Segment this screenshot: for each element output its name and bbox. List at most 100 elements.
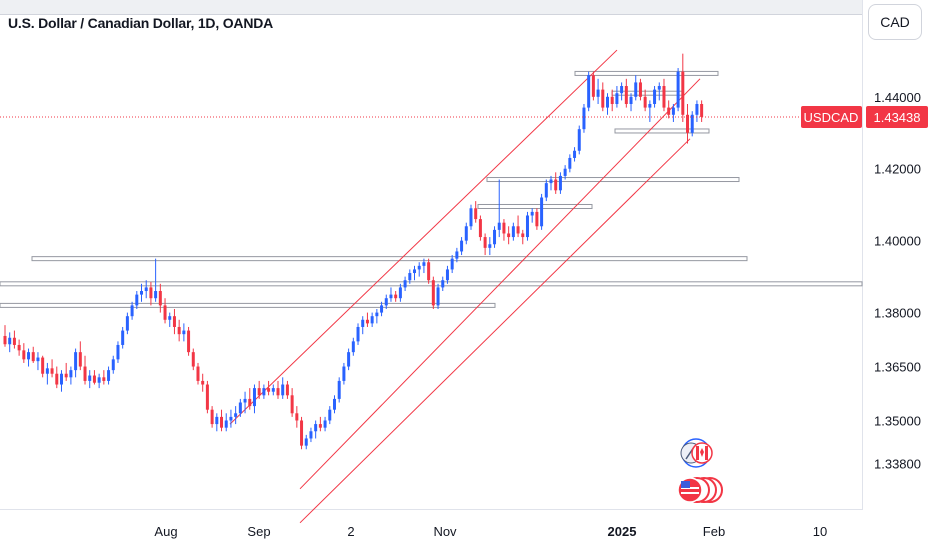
candle <box>271 384 275 396</box>
time-axis[interactable]: Aug Sep 2 Nov 2025 Feb 10 <box>154 524 827 539</box>
candle <box>149 282 153 306</box>
candle-body <box>389 294 393 299</box>
candle <box>116 341 120 363</box>
candle-body <box>323 420 327 428</box>
candle-body <box>55 373 59 385</box>
candle-body <box>36 357 40 362</box>
candle <box>497 179 501 238</box>
candle-body <box>643 96 647 108</box>
candle-body <box>558 175 562 191</box>
candle <box>436 283 440 309</box>
candle-body <box>587 75 591 108</box>
level-line <box>486 177 740 183</box>
candle <box>356 323 360 345</box>
candle <box>667 100 671 119</box>
candle <box>59 370 63 392</box>
candle-body <box>248 398 252 407</box>
candle <box>478 215 482 241</box>
candle-body <box>535 211 539 227</box>
price-tick-label: 1.35000 <box>874 413 921 428</box>
candle <box>610 89 614 112</box>
candle-body <box>314 424 318 432</box>
currency-flags-stack-icon[interactable] <box>677 477 723 503</box>
candle-body <box>337 380 341 399</box>
candle-body <box>107 370 111 381</box>
candle <box>417 262 421 277</box>
time-tick-label: 2 <box>347 524 354 539</box>
candle <box>125 312 129 335</box>
candle-body <box>478 219 482 238</box>
candle <box>220 409 224 432</box>
candle <box>224 413 228 432</box>
candle-body <box>525 215 529 238</box>
candle-body <box>695 103 699 115</box>
candle <box>521 229 525 245</box>
candle <box>469 204 473 230</box>
candle-body <box>591 75 595 97</box>
candle-body <box>285 384 289 396</box>
candle <box>201 373 205 392</box>
candle-body <box>257 388 261 396</box>
channel-upper-line <box>229 49 618 425</box>
candle <box>445 265 449 284</box>
chart-title: U.S. Dollar / Canadian Dollar, 1D, OANDA <box>8 15 274 31</box>
candle-body <box>436 287 440 306</box>
candle-body <box>568 157 572 169</box>
candle <box>12 330 16 349</box>
candle <box>389 287 393 302</box>
candle-body <box>234 413 238 417</box>
price-axis[interactable]: 1.44000 1.42000 1.40000 1.38000 1.36500 1.350… <box>874 90 921 472</box>
candle-body <box>163 305 167 320</box>
candle <box>309 427 313 443</box>
candle-body <box>530 211 534 216</box>
price-tick-label: 1.36500 <box>874 360 921 375</box>
candle <box>290 388 294 417</box>
candle-body <box>31 352 35 362</box>
candle-body <box>403 280 407 288</box>
candle-body <box>243 398 247 403</box>
candle <box>375 308 379 324</box>
candle <box>83 355 87 385</box>
candle <box>620 82 624 101</box>
candle-body <box>8 337 12 345</box>
candle-body <box>220 416 224 428</box>
candle <box>332 395 336 414</box>
candle <box>238 398 242 417</box>
candle-body <box>431 280 435 306</box>
price-tick-label: 1.44000 <box>874 90 921 105</box>
candle-body <box>201 380 205 385</box>
candle <box>549 175 553 191</box>
candle <box>177 319 181 342</box>
candle <box>582 103 586 133</box>
candle <box>351 337 355 356</box>
candle <box>300 416 304 450</box>
candle-body <box>210 409 214 425</box>
candle-body <box>610 96 614 104</box>
candle-body <box>83 366 87 381</box>
level-line <box>31 256 748 262</box>
candle <box>361 316 365 335</box>
candle <box>55 366 59 389</box>
candle <box>229 409 233 428</box>
usd-cad-flag-icon[interactable] <box>680 438 713 468</box>
candle-body <box>540 197 544 227</box>
candle-body <box>130 305 134 317</box>
candle-body <box>342 366 346 381</box>
candle-body <box>64 373 68 378</box>
symbol-label: USDCAD <box>804 110 859 125</box>
candle-body <box>318 424 322 428</box>
candle <box>191 348 195 371</box>
candle <box>69 366 73 385</box>
candle-body <box>521 233 525 238</box>
top-toolbar <box>0 0 862 15</box>
candle <box>262 384 266 399</box>
candle <box>243 391 247 414</box>
candle-body <box>497 222 501 230</box>
currency-button[interactable]: CAD <box>868 4 922 40</box>
candle-body <box>271 388 275 392</box>
candle <box>337 377 341 403</box>
candle <box>196 362 200 385</box>
candle <box>347 348 351 371</box>
candle <box>210 406 214 428</box>
